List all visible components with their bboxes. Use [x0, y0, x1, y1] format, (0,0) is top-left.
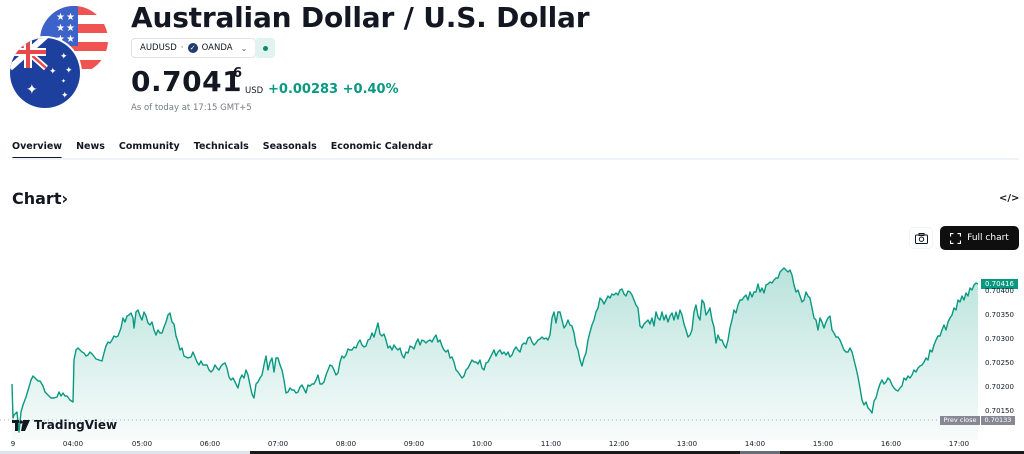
prev-close-value: 0.70133: [981, 416, 1015, 425]
chart-heading-link[interactable]: Chart›: [12, 189, 68, 208]
chart-heading-label: Chart: [12, 189, 62, 208]
prev-close-label: Prev close: [940, 416, 980, 425]
symbol-exchange-selector[interactable]: AUDUSD · ✓ OANDA ⌄: [131, 38, 257, 58]
market-status-indicator[interactable]: [255, 38, 275, 58]
x-axis-label: 12:00: [608, 440, 630, 448]
price-chart[interactable]: [0, 250, 980, 440]
svg-text:✦: ✦: [65, 66, 73, 76]
tabs-divider: [12, 158, 1019, 160]
verified-check-icon: ✓: [187, 43, 198, 53]
horizontal-scrollbar[interactable]: [250, 451, 1024, 454]
price-change: +0.00283 +0.40%: [268, 82, 399, 97]
chevron-right-icon: ›: [61, 189, 69, 208]
y-axis-label: 0.70300: [985, 335, 1014, 343]
tab-overview[interactable]: Overview: [12, 137, 63, 160]
tradingview-watermark[interactable]: TradingView: [12, 418, 117, 432]
x-axis-label: 11:00: [540, 440, 562, 448]
svg-text:✦: ✦: [60, 52, 68, 62]
x-axis-label: 9: [10, 440, 16, 448]
x-axis-label: 08:00: [335, 440, 357, 448]
tab-economic-calendar[interactable]: Economic Calendar: [330, 141, 433, 152]
full-chart-label: Full chart: [967, 233, 1009, 243]
page-title: Australian Dollar / U.S. Dollar: [131, 1, 590, 34]
svg-text:★: ★: [66, 34, 75, 45]
price-line: [11, 267, 979, 433]
separator: ·: [180, 43, 184, 53]
price-superscript: 6: [233, 66, 243, 81]
as-of-timestamp: As of today at 17:15 GMT+5: [131, 103, 252, 113]
market-open-dot-icon: [262, 45, 268, 51]
australia-flag-icon: ✦ ✦ ✦ ✦ ✦ ✦: [10, 38, 80, 108]
y-axis-label: 0.70250: [985, 359, 1014, 367]
x-axis-label: 13:00: [676, 440, 698, 448]
chevron-down-icon: ⌄: [240, 43, 248, 53]
x-axis-label: 16:00: [880, 440, 902, 448]
svg-text:✦: ✦: [26, 82, 38, 98]
symbol-label: AUDUSD: [140, 43, 177, 53]
svg-text:★: ★: [66, 12, 75, 23]
x-axis-label: 15:00: [812, 440, 834, 448]
x-axis-label: 14:00: [744, 440, 766, 448]
x-axis-label: 06:00: [199, 440, 221, 448]
camera-icon: [914, 232, 928, 244]
svg-text:✦: ✦: [61, 91, 69, 101]
section-tabs: Overview News Community Technicals Seaso…: [12, 137, 447, 160]
x-axis-label: 10:00: [471, 440, 493, 448]
scrollbar-track: [0, 451, 250, 454]
currency-pair-flags: ★★ ★★ ★★ ✦ ✦ ✦ ✦ ✦ ✦: [10, 6, 108, 110]
exchange-label: OANDA: [201, 43, 233, 53]
x-axis-label: 04:00: [62, 440, 84, 448]
price-currency: USD: [245, 86, 264, 96]
y-axis-label: 0.70200: [985, 383, 1014, 391]
svg-text:✦: ✦: [61, 78, 66, 85]
fullscreen-icon: [950, 232, 962, 244]
tab-news[interactable]: News: [76, 141, 105, 152]
tradingview-logo-icon: [12, 419, 30, 431]
tab-community[interactable]: Community: [118, 141, 180, 152]
full-chart-button[interactable]: Full chart: [940, 226, 1019, 250]
price-main: 0.7041: [131, 65, 243, 98]
svg-text:✦: ✦: [49, 67, 57, 77]
scrollbar-thumb[interactable]: [740, 451, 780, 454]
x-axis-label: 09:00: [403, 440, 425, 448]
x-axis-label: 17:00: [948, 440, 970, 448]
x-axis-label: 05:00: [131, 440, 153, 448]
embed-code-icon[interactable]: </>: [999, 193, 1020, 204]
svg-text:★: ★: [56, 12, 65, 23]
tab-technicals[interactable]: Technicals: [193, 141, 249, 152]
last-price-marker: 0.70416: [981, 279, 1018, 289]
x-axis-label: 07:00: [267, 440, 289, 448]
svg-text:★: ★: [66, 23, 75, 34]
svg-text:★: ★: [56, 23, 65, 34]
snapshot-button[interactable]: [909, 227, 933, 249]
y-axis-label: 0.70350: [985, 311, 1014, 319]
tradingview-label: TradingView: [34, 418, 118, 432]
y-axis-label: 0.70400: [985, 287, 1014, 295]
tab-seasonals[interactable]: Seasonals: [262, 141, 317, 152]
y-axis-label: 0.70150: [985, 407, 1014, 415]
